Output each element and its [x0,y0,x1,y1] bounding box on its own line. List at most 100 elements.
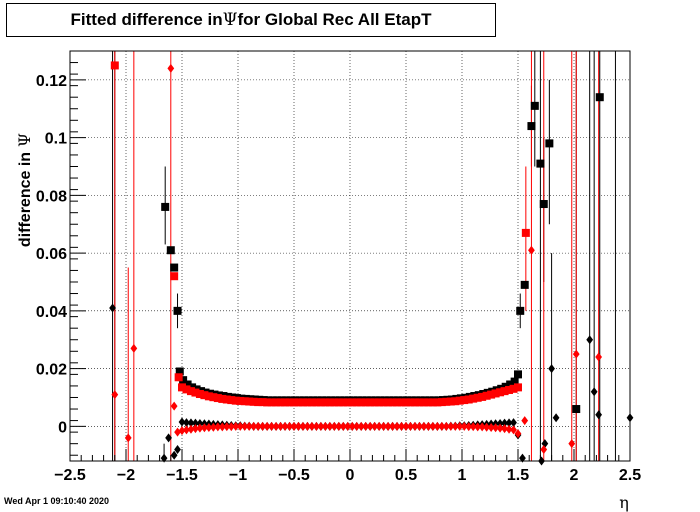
y-axis-label-psi: Ψ [15,133,34,147]
square-marker [343,398,352,407]
square-marker [572,405,581,414]
diamond-marker [286,421,293,431]
diamond-marker [572,349,580,359]
diamond-marker [295,421,302,431]
square-marker [437,398,446,407]
diamond-marker [398,421,405,431]
y-tick-label: 0.1 [45,131,67,148]
square-marker [539,200,548,209]
x-tick-label: 1.5 [507,467,529,484]
diamond-marker [483,422,491,432]
diamond-marker [487,423,495,433]
diamond-marker [259,421,267,431]
square-marker [191,388,200,397]
square-marker [218,394,227,403]
square-marker [183,380,192,389]
diamond-marker [568,439,576,449]
diamond-marker [501,418,508,428]
square-marker [170,272,179,281]
square-marker [174,373,183,382]
diamond-marker [313,421,320,431]
square-marker [348,398,357,407]
diamond-marker [201,423,208,433]
square-marker [379,398,388,407]
diamond-marker [277,421,284,431]
square-marker [384,398,393,407]
square-marker [179,376,188,385]
diamond-marker [505,418,513,428]
diamond-marker [214,422,222,432]
square-marker [352,398,361,407]
square-marker [505,385,514,394]
square-marker [491,389,500,398]
diamond-marker [540,444,548,454]
diamond-marker [362,421,370,431]
square-marker [595,93,604,102]
diamond-marker [192,424,199,434]
diamond-marker [254,421,262,431]
diamond-marker [416,421,423,431]
diamond-marker [245,421,253,431]
diamond-marker [371,421,379,431]
diamond-marker [474,422,482,432]
square-marker [249,397,258,406]
square-marker [258,398,267,407]
data-points [109,61,634,466]
square-marker [339,398,348,407]
square-marker [254,398,263,407]
chart-title: Fitted difference in Ψ for Global Rec Al… [6,3,496,37]
square-marker [509,384,518,393]
square-marker [496,388,505,397]
diamond-marker [380,421,387,431]
diamond-marker [281,421,289,431]
square-marker [204,392,213,401]
x-tick-label: −2.5 [54,467,86,484]
diamond-marker [321,421,329,431]
diamond-marker [196,418,204,428]
diamond-marker [335,421,343,431]
axes: −2.5 −2 −1.5 −1 −0.5 0 0.5 1 1.5 2 2.5 0 0.02 0.04 0.0… [36,62,641,484]
square-marker [186,387,195,396]
square-marker [482,391,491,400]
diamond-marker [236,421,244,431]
square-marker [473,393,482,402]
square-marker [514,370,522,379]
diamond-marker [165,433,172,443]
diamond-marker [465,422,473,432]
diamond-marker [227,422,235,432]
timestamp: Wed Apr 1 09:10:40 2020 [4,496,110,506]
square-marker [276,398,285,407]
square-marker [451,397,460,406]
diamond-marker [402,421,410,431]
diamond-marker [109,303,116,313]
square-marker [500,387,509,396]
y-tick-label: 0.08 [36,188,67,205]
square-marker [410,398,419,407]
square-marker [388,398,397,407]
diamond-marker [469,422,477,432]
diamond-marker [167,63,175,73]
square-marker [170,263,179,272]
square-marker [469,394,478,403]
diamond-marker [492,423,499,433]
diamond-marker [451,421,459,431]
diamond-marker [357,421,365,431]
square-marker [213,394,222,403]
diamond-marker [407,421,414,431]
diamond-marker [375,421,383,431]
diamond-marker [595,410,603,420]
square-marker [375,398,384,407]
square-marker [428,398,437,407]
square-marker [227,396,236,405]
diamond-marker [304,421,311,431]
diamond-marker [290,421,298,431]
y-tick-label: 0 [58,419,67,436]
y-tick-label: 0.04 [36,304,67,321]
y-tick-label: 0.12 [36,73,67,90]
square-marker [263,398,272,407]
square-marker [455,396,464,405]
diamond-marker [299,421,307,431]
square-marker [442,397,451,406]
square-marker [433,398,442,407]
diamond-marker [183,418,190,428]
